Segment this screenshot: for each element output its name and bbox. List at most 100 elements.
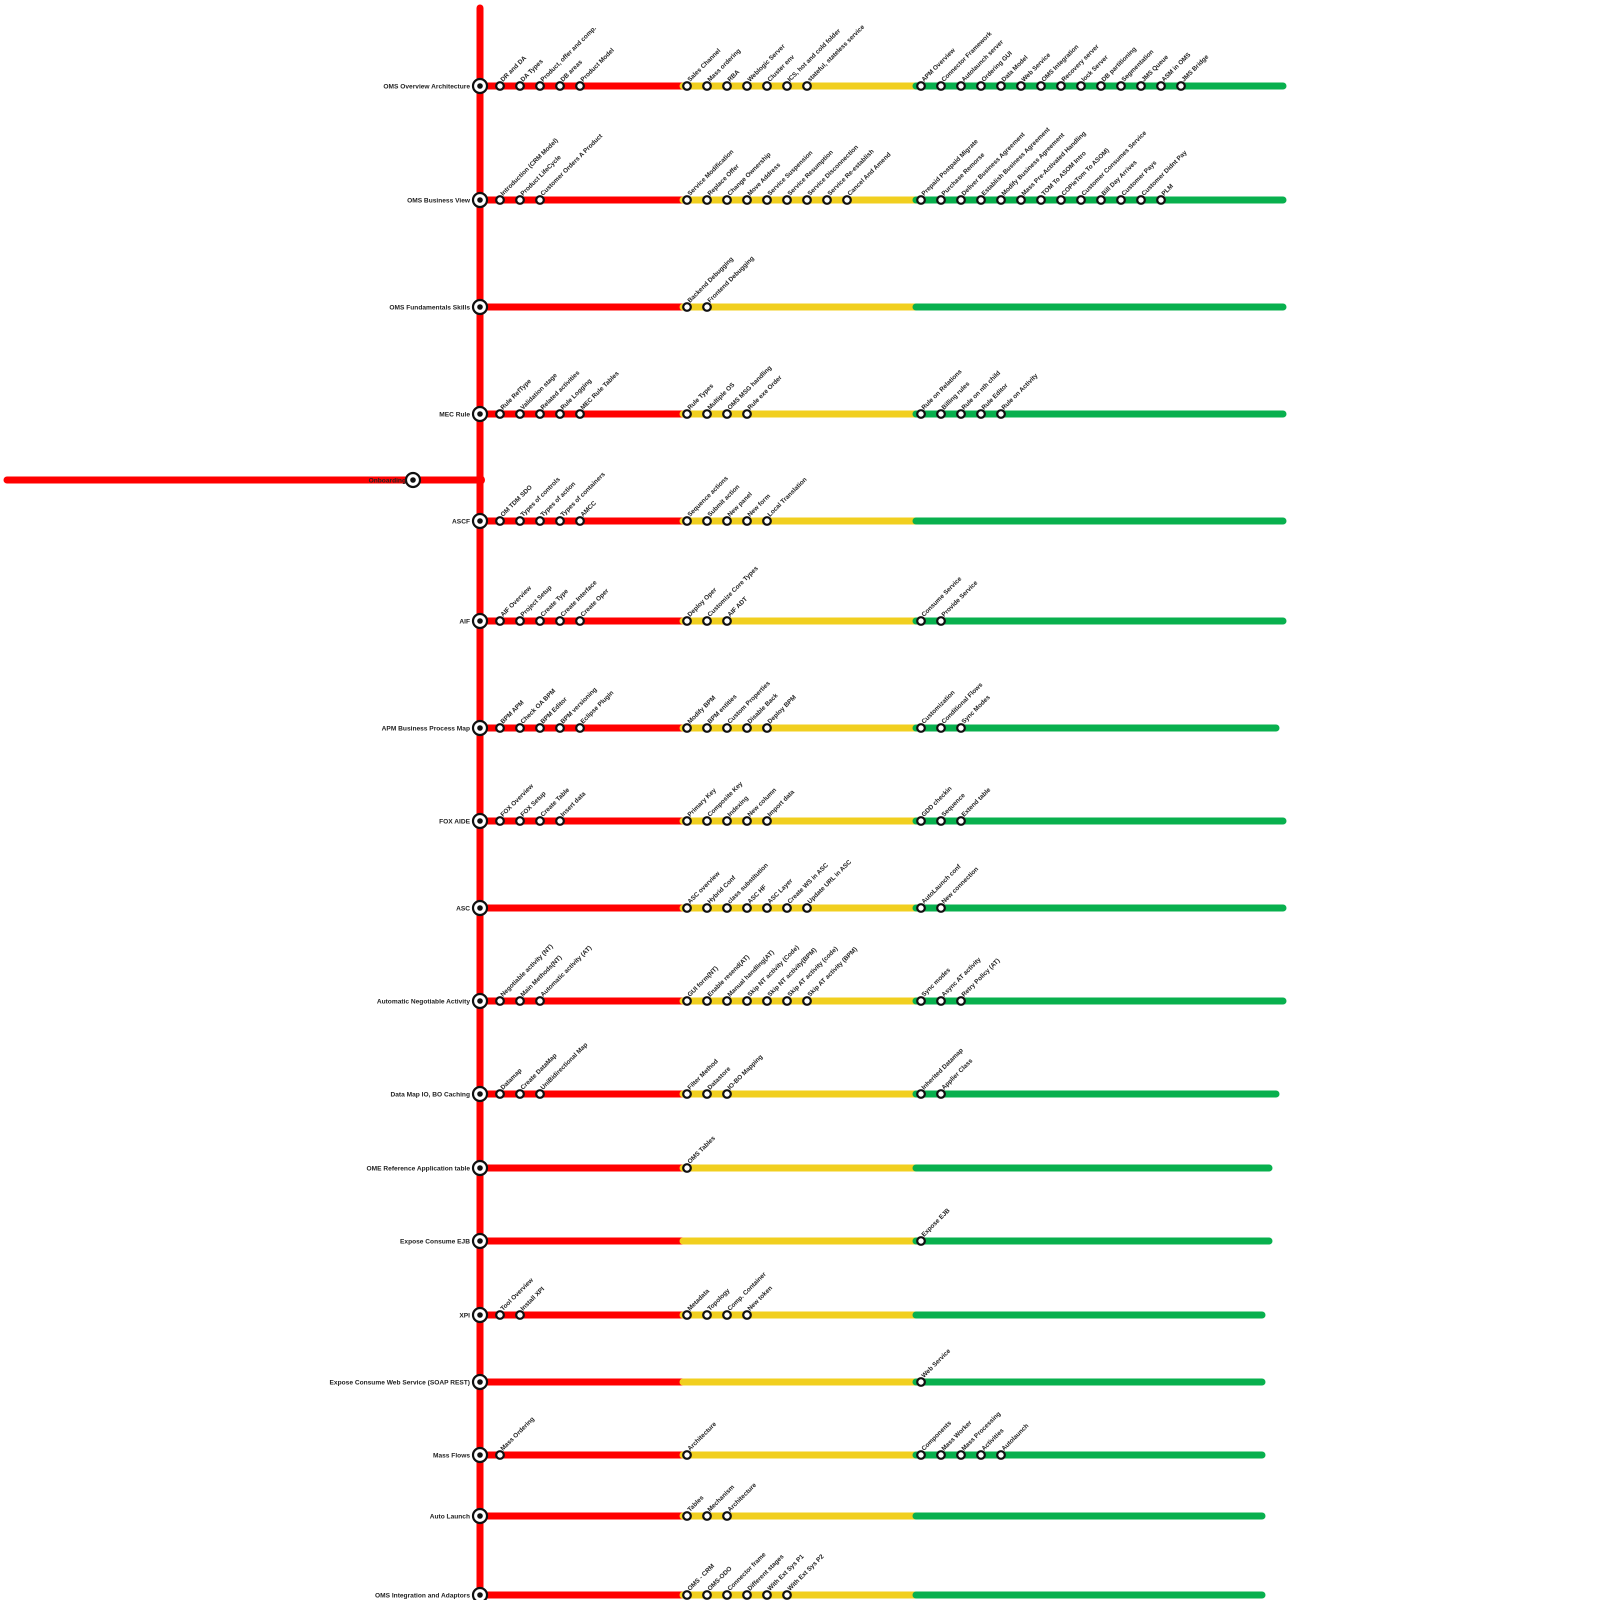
- line-0-green-stop-8: [1076, 81, 1086, 91]
- line-5-red-stop-2: [535, 616, 545, 626]
- line-7-red-stop-1: [515, 816, 525, 826]
- line-15-red-stop-0-label: Mass Ordering: [499, 1416, 536, 1453]
- line-15-green-stop-4: [996, 1450, 1006, 1460]
- line-7-yellow-stop-1: [702, 816, 712, 826]
- line-6-red-stop-4: [575, 723, 585, 733]
- line-5-yellow-stop-1: [702, 616, 712, 626]
- line-4-red-stop-0: [495, 516, 505, 526]
- line-16-yellow-stop-2: [722, 1511, 732, 1521]
- line-15-green-stop-0: [916, 1450, 926, 1460]
- line-0-green-stop-10: [1116, 81, 1126, 91]
- line-7-green-stop-1: [936, 816, 946, 826]
- line-0-yellow-stop-0-label: Sales Channel: [686, 47, 722, 83]
- line-5-green-stop-1: [936, 616, 946, 626]
- line-15-green-stop-1: [936, 1450, 946, 1460]
- line-1-yellow-stop-4: [762, 195, 772, 205]
- line-9-red-stop-1: [515, 996, 525, 1006]
- line-1-yellow-stop-3: [742, 195, 752, 205]
- line-7-yellow-stop-0: [682, 816, 692, 826]
- line-7-red-stop-2: [535, 816, 545, 826]
- onboarding-junction: [475, 475, 485, 485]
- line-7-green-stop-0: [916, 816, 926, 826]
- line-1-yellow-stop-7: [822, 195, 832, 205]
- line-1-green-stop-11: [1136, 195, 1146, 205]
- onboarding-label: Onboarding: [369, 478, 406, 485]
- line-17-yellow-stop-3: [742, 1590, 752, 1600]
- line-1-green-stop-2: [956, 195, 966, 205]
- line-1-green-stop-3: [976, 195, 986, 205]
- line-3-green-stop-1: [936, 409, 946, 419]
- line-14-terminal-station-core: [477, 1379, 483, 1385]
- line-0-yellow-stop-6: [802, 81, 812, 91]
- line-0-yellow-stop-0: [682, 81, 692, 91]
- line-8-yellow-stop-6: [802, 903, 812, 913]
- line-10-yellow-stop-2: [722, 1089, 732, 1099]
- line-16-yellow-stop-1: [702, 1511, 712, 1521]
- line-9-yellow-stop-6: [802, 996, 812, 1006]
- line-16-title: Auto Launch: [430, 1514, 470, 1521]
- line-12-green-stop-0: [916, 1236, 926, 1246]
- line-6-red-stop-1: [515, 723, 525, 733]
- line-1-green-stop-1: [936, 195, 946, 205]
- line-0-green-stop-2: [956, 81, 966, 91]
- line-1-green-stop-5: [1016, 195, 1026, 205]
- line-8-green-stop-1: [936, 903, 946, 913]
- line-10-yellow-stop-2-label: IO-BO Mapping: [726, 1054, 764, 1092]
- line-15-yellow-stop-0: [682, 1450, 692, 1460]
- line-0-green-stop-0: [916, 81, 926, 91]
- line-3-green-stop-4: [996, 409, 1006, 419]
- line-1-red-stop-0: [495, 195, 505, 205]
- line-0-green-stop-0-label: APM Overview: [920, 47, 956, 83]
- line-9-green-stop-2: [956, 996, 966, 1006]
- line-0-red-stop-4-label: Product Model: [579, 47, 615, 83]
- line-0-green-stop-9: [1096, 81, 1106, 91]
- line-2-title: OMS Fundamentals Skills: [389, 305, 470, 312]
- line-3-yellow-stop-0: [682, 409, 692, 419]
- line-3-yellow-stop-2: [722, 409, 732, 419]
- line-9-yellow-stop-1: [702, 996, 712, 1006]
- line-0-red-stop-0: [495, 81, 505, 91]
- line-3-red-stop-3: [555, 409, 565, 419]
- line-9-green-stop-1: [936, 996, 946, 1006]
- line-6-yellow-stop-1: [702, 723, 712, 733]
- line-1-green-stop-6: [1036, 195, 1046, 205]
- line-8-yellow-stop-1: [702, 903, 712, 913]
- line-7-green-stop-2: [956, 816, 966, 826]
- line-1-terminal-station-core: [477, 197, 483, 203]
- line-9-title: Automatic Negotiable Activity: [377, 999, 471, 1006]
- line-0-yellow-stop-5: [782, 81, 792, 91]
- line-3-green-stop-3: [976, 409, 986, 419]
- line-4-red-stop-3: [555, 516, 565, 526]
- line-6-red-stop-0: [495, 723, 505, 733]
- line-7-terminal-station-core: [477, 818, 483, 824]
- line-3-red-stop-4-label: MEC Rule Tables: [579, 370, 621, 412]
- line-6-green-stop-0: [916, 723, 926, 733]
- line-9-yellow-stop-5: [782, 996, 792, 1006]
- line-5-yellow-stop-0: [682, 616, 692, 626]
- line-8-yellow-stop-3: [742, 903, 752, 913]
- line-17-yellow-stop-1: [702, 1590, 712, 1600]
- line-7-yellow-stop-3: [742, 816, 752, 826]
- line-1-red-stop-2: [535, 195, 545, 205]
- line-3-red-stop-4: [575, 409, 585, 419]
- line-7-title: FOX AIDE: [439, 819, 470, 826]
- line-8-green-stop-0: [916, 903, 926, 913]
- line-0-green-stop-11: [1136, 81, 1146, 91]
- line-0-red-stop-2: [535, 81, 545, 91]
- line-12-green-stop-0-label: Expose EJB: [920, 1207, 951, 1238]
- line-8-green-stop-1-label: New connection: [940, 866, 980, 906]
- line-9-green-stop-2-label: Retry Policy (AT): [960, 957, 1001, 998]
- line-15-title: Mass Flows: [433, 1453, 470, 1460]
- line-4-yellow-stop-1: [702, 516, 712, 526]
- line-10-terminal-station-core: [477, 1091, 483, 1097]
- line-0-terminal-station-core: [477, 83, 483, 89]
- line-15-green-stop-3: [976, 1450, 986, 1460]
- line-1-yellow-stop-0: [682, 195, 692, 205]
- line-1-green-stop-12-label: PLM: [1160, 183, 1174, 197]
- line-17-yellow-stop-2: [722, 1590, 732, 1600]
- line-1-green-stop-0: [916, 195, 926, 205]
- stations: [404, 77, 1186, 1600]
- line-0-green-stop-12: [1156, 81, 1166, 91]
